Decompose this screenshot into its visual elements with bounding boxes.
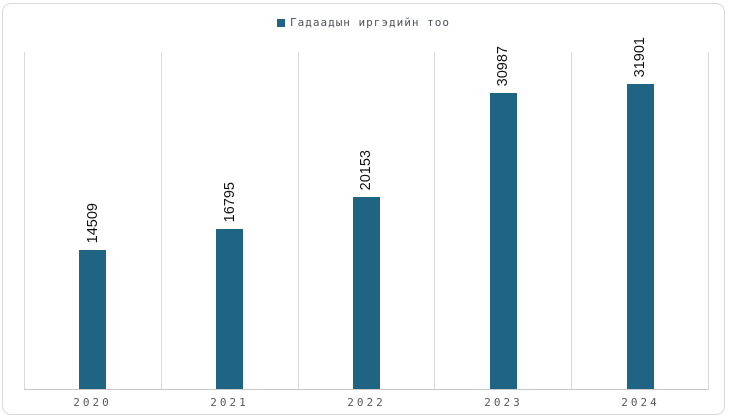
bar: [79, 250, 107, 389]
bar-data-label: 16795: [221, 181, 238, 222]
category-cell: 14509: [25, 52, 162, 389]
x-axis: 2020 2021 2022 2023 2024: [24, 390, 709, 409]
x-axis-label: 2021: [210, 396, 249, 409]
category-cell: 20153: [299, 52, 436, 389]
bar-data-label: 31901: [631, 36, 648, 77]
bar-data-label: 30987: [495, 45, 512, 86]
x-axis-label: 2023: [484, 396, 523, 409]
legend-series-label: Гадаадын иргэдийн тоо: [289, 16, 451, 29]
bar: [489, 93, 517, 389]
bar-data-label: 20153: [358, 149, 375, 190]
x-axis-label: 2020: [73, 396, 112, 409]
category-cell: 30987: [435, 46, 573, 389]
bar-data-label: 14509: [84, 202, 101, 243]
category-cell: 31901: [572, 37, 709, 389]
bar: [626, 84, 654, 389]
bar: [216, 229, 244, 389]
chart-container: Гадаадын иргэдийн тоо 14509 16795 20153 309…: [2, 3, 725, 415]
bar: [352, 197, 380, 389]
category-cell: 16795: [162, 52, 299, 389]
plot-area: 14509 16795 20153 30987 31901: [24, 37, 709, 390]
chart-legend: Гадаадын иргэдийн тоо: [3, 16, 724, 29]
legend-series-swatch-icon: [276, 18, 285, 27]
x-axis-label: 2024: [621, 396, 660, 409]
x-axis-label: 2022: [347, 396, 386, 409]
